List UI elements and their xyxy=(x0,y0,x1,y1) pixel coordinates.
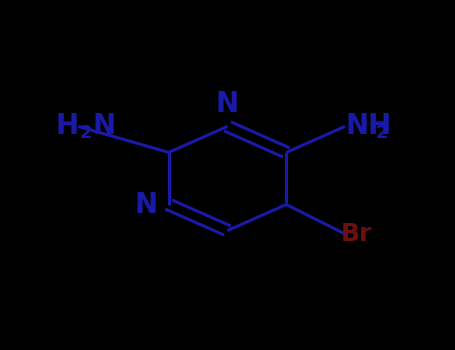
Text: NH: NH xyxy=(345,112,391,140)
Text: H: H xyxy=(55,112,78,140)
Text: N: N xyxy=(134,190,157,218)
Text: N: N xyxy=(93,112,116,140)
Text: 2: 2 xyxy=(79,124,91,142)
Text: N: N xyxy=(216,90,239,118)
Text: Br: Br xyxy=(340,222,372,246)
Text: 2: 2 xyxy=(376,124,388,142)
